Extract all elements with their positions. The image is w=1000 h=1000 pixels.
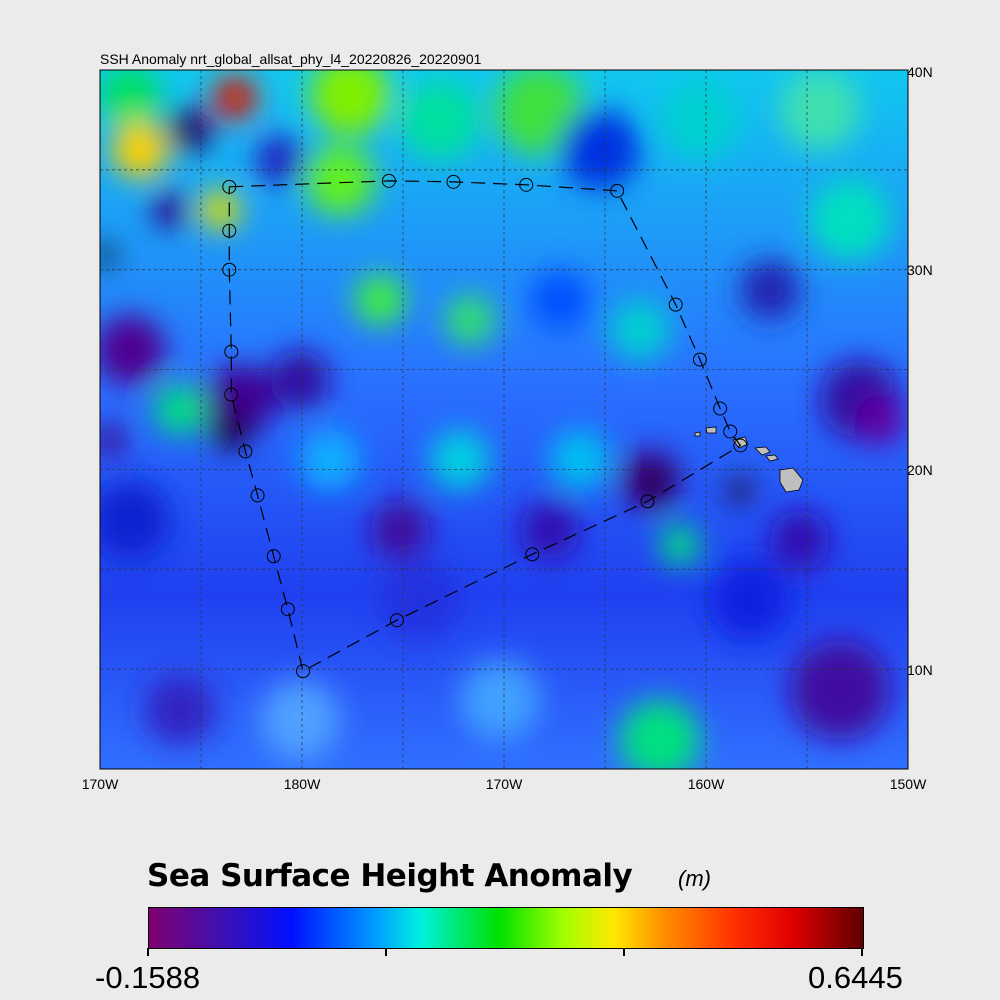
island xyxy=(779,467,804,493)
track-point xyxy=(266,549,281,564)
lon-label: 170W xyxy=(81,776,119,792)
lat-label: 30N xyxy=(907,262,933,278)
colorbar-unit: (m) xyxy=(678,866,711,891)
map-frame xyxy=(99,69,909,770)
ssh-blob xyxy=(710,560,790,640)
lon-label: 160W xyxy=(687,776,725,792)
ssh-blob xyxy=(305,145,375,215)
ssh-blob xyxy=(100,480,170,560)
track-point xyxy=(713,401,728,416)
ssh-blob xyxy=(780,70,860,150)
ssh-blob xyxy=(445,295,495,345)
ssh-blob xyxy=(855,395,905,445)
ssh-blob xyxy=(370,500,430,560)
colorbar-title: Sea Surface Height Anomaly xyxy=(147,858,633,894)
track-point xyxy=(389,613,404,628)
ssh-blob xyxy=(530,270,590,330)
ssh-blob xyxy=(100,315,165,385)
ssh-field xyxy=(100,70,908,769)
ssh-blob xyxy=(255,135,305,185)
lon-label: 150W xyxy=(889,776,927,792)
track-point xyxy=(525,547,540,562)
colorbar-tick xyxy=(623,948,625,956)
ssh-blob xyxy=(728,478,752,502)
ssh-blob xyxy=(355,275,405,325)
colorbar-tick xyxy=(861,948,863,956)
ssh-blob xyxy=(495,70,585,155)
island xyxy=(705,426,717,434)
ssh-blob xyxy=(641,471,669,499)
track-point xyxy=(381,173,396,188)
track-point xyxy=(224,387,239,402)
ssh-blob xyxy=(100,425,125,455)
ssh-blob xyxy=(168,108,212,152)
gridlines xyxy=(100,70,908,769)
hawaii-islands xyxy=(694,426,804,493)
ssh-blob xyxy=(380,560,460,640)
island xyxy=(694,431,701,437)
track-point xyxy=(224,344,239,359)
colorbar-min-label: -0.1588 xyxy=(95,960,201,995)
track-point xyxy=(733,438,748,453)
track-line xyxy=(222,173,748,679)
colorbar-tick xyxy=(147,948,149,956)
island xyxy=(754,446,771,456)
colorbar-max-label: 0.6445 xyxy=(808,960,903,995)
track-point xyxy=(222,262,237,277)
lat-label: 20N xyxy=(907,462,933,478)
ssh-blob xyxy=(740,260,800,320)
ssh-blob xyxy=(210,410,250,450)
island xyxy=(765,454,779,462)
track-point xyxy=(238,444,253,459)
ssh-blob xyxy=(660,525,700,565)
track-point xyxy=(610,183,625,198)
track-point xyxy=(222,223,237,238)
track-point xyxy=(250,488,265,503)
ssh-blob xyxy=(610,300,670,360)
ssh-blob xyxy=(810,180,890,260)
map-title: SSH Anomaly nrt_global_allsat_phy_l4_202… xyxy=(100,51,482,67)
track-point xyxy=(280,602,295,617)
track-point xyxy=(519,177,534,192)
track-point xyxy=(640,494,655,509)
ssh-blob xyxy=(460,660,540,740)
ssh-blob xyxy=(660,80,740,160)
lat-label: 10N xyxy=(907,662,933,678)
ssh-blob xyxy=(100,70,160,125)
ssh-blob xyxy=(200,190,240,230)
track-point xyxy=(723,424,738,439)
ssh-blob xyxy=(430,430,490,490)
ssh-blob xyxy=(620,700,700,769)
ssh-blob xyxy=(520,500,580,560)
ssh-blob xyxy=(155,385,205,435)
ssh-blob xyxy=(770,510,830,570)
track-path xyxy=(228,180,742,673)
ssh-blob xyxy=(790,640,890,740)
colorbar-tick xyxy=(385,948,387,956)
colorbar xyxy=(148,907,864,949)
lon-label: 180W xyxy=(283,776,321,792)
track-point xyxy=(222,179,237,194)
lon-label: 170W xyxy=(485,776,523,792)
ssh-blob xyxy=(145,675,215,745)
ssh-blob xyxy=(152,192,188,228)
ssh-blob xyxy=(260,680,340,760)
track-point xyxy=(692,352,707,367)
ssh-blob xyxy=(310,70,390,135)
ssh-blob xyxy=(100,245,115,265)
lat-label: 40N xyxy=(907,64,933,80)
ssh-blob xyxy=(550,430,610,490)
ssh-blob xyxy=(400,80,480,160)
ssh-blob xyxy=(223,86,247,110)
ssh-blob xyxy=(112,122,168,178)
track-point xyxy=(668,297,683,312)
track-point xyxy=(296,664,311,679)
track-point xyxy=(446,174,461,189)
ssh-blob xyxy=(300,430,360,490)
ssh-blob xyxy=(560,110,640,190)
ssh-map xyxy=(99,69,909,770)
ssh-blob xyxy=(270,350,330,410)
